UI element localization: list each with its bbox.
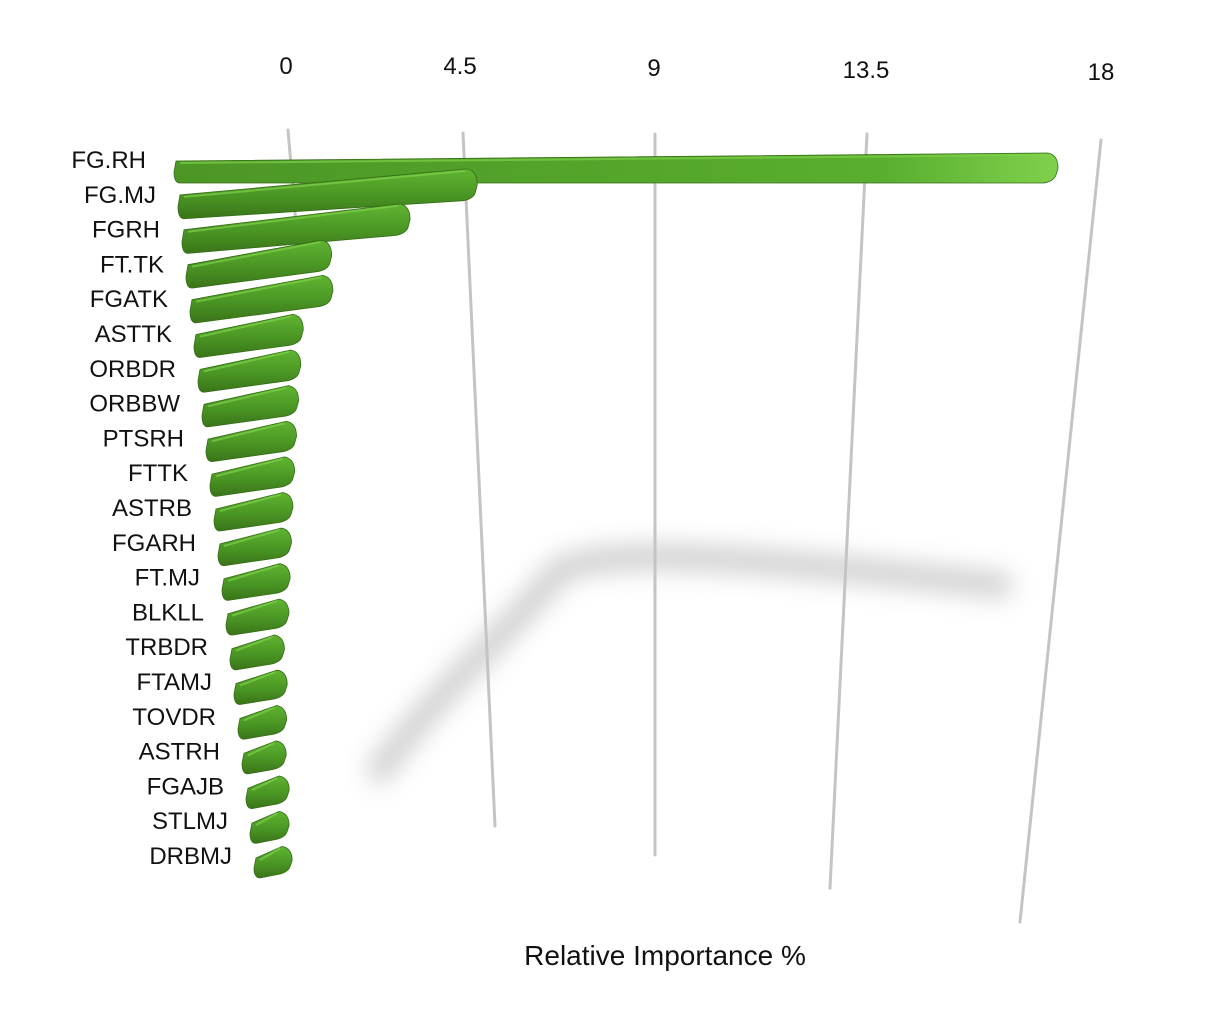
bar-shape (249, 810, 290, 844)
bar-STLMJ (249, 810, 290, 844)
chart-shadow (367, 544, 1013, 783)
bar-FGARH (217, 527, 292, 567)
category-label: TRBDR (125, 634, 208, 661)
bar-ORBBW (201, 385, 300, 428)
category-label: FG.RH (71, 147, 146, 174)
bar-shape (221, 563, 291, 601)
bars (173, 152, 1059, 879)
category-label: FGAJB (147, 773, 224, 800)
gridline-18 (1018, 138, 1103, 924)
bar-shape (217, 527, 292, 567)
bar-shape (193, 313, 304, 358)
category-label: ORBBW (89, 391, 180, 418)
bar-FGATK (189, 275, 334, 324)
gridlines (286, 128, 1103, 924)
x-tick-label: 0 (279, 53, 292, 80)
category-label: ASTTK (95, 321, 172, 348)
bar-FGAJB (245, 775, 290, 810)
bar-ORBDR (197, 349, 302, 393)
bar-FT.MJ (221, 563, 291, 601)
bar-shape (229, 634, 285, 671)
bar-shape (225, 598, 290, 636)
bar-FTAMJ (233, 669, 288, 705)
category-label: FGARH (112, 530, 196, 557)
x-axis-title: Relative Importance % (524, 940, 806, 971)
x-tick-label: 13.5 (843, 57, 890, 84)
category-label: FTTK (128, 460, 188, 487)
category-label: ASTRB (112, 495, 192, 522)
category-label: BLKLL (132, 599, 204, 626)
bar-shape (173, 152, 1059, 184)
gridline-13.5 (828, 132, 869, 890)
bar-shape (201, 385, 300, 428)
bar-ASTRB (213, 492, 294, 532)
x-tick-label: 4.5 (443, 53, 476, 80)
x-axis-ticks: 0 4.5 9 13.5 18 (279, 53, 1114, 86)
bar-TOVDR (237, 705, 288, 740)
category-label: DRBMJ (149, 843, 232, 870)
category-label: FT.TK (100, 251, 164, 278)
category-label: FT.MJ (135, 565, 200, 592)
bar-shape (253, 845, 293, 879)
bar-shape (233, 669, 288, 705)
x-tick-label: 9 (647, 55, 660, 82)
bar-shape (245, 775, 290, 810)
bar-shape (205, 420, 297, 463)
category-labels: FG.RH FG.MJ FGRH FT.TK FGATK ASTTK ORBDR ORBBW P… (71, 147, 232, 870)
bar-shape (181, 203, 411, 254)
bar-shape (185, 239, 333, 289)
category-label: FGRH (92, 217, 160, 244)
bar-shape (241, 740, 287, 775)
bar-ASTTK (193, 313, 304, 358)
bar-shape (189, 275, 334, 324)
category-label: FTAMJ (136, 669, 212, 696)
category-label: FGATK (90, 286, 168, 313)
bar-shape (213, 492, 294, 532)
bar-shape (237, 705, 288, 740)
bar-DRBMJ (253, 845, 293, 879)
bar-FG.RH (173, 152, 1059, 184)
category-label: TOVDR (132, 704, 216, 731)
bar-shape (197, 349, 302, 393)
bar-FT.TK (185, 239, 333, 289)
bar-FGRH (181, 203, 411, 254)
bar-shape (177, 168, 478, 220)
category-label: PTSRH (103, 425, 184, 452)
bar-PTSRH (205, 420, 297, 463)
category-label: FG.MJ (84, 182, 156, 209)
bar-shape (209, 456, 296, 497)
bar-FTTK (209, 456, 296, 497)
category-label: STLMJ (152, 808, 228, 835)
category-label: ORBDR (89, 356, 176, 383)
gridline-4.5 (461, 131, 497, 828)
category-label: ASTRH (139, 739, 220, 766)
bar-BLKLL (225, 598, 290, 636)
bar-ASTRH (241, 740, 287, 775)
bar-FG.MJ (177, 168, 478, 220)
x-tick-label: 18 (1088, 59, 1115, 86)
bar-TRBDR (229, 634, 285, 671)
